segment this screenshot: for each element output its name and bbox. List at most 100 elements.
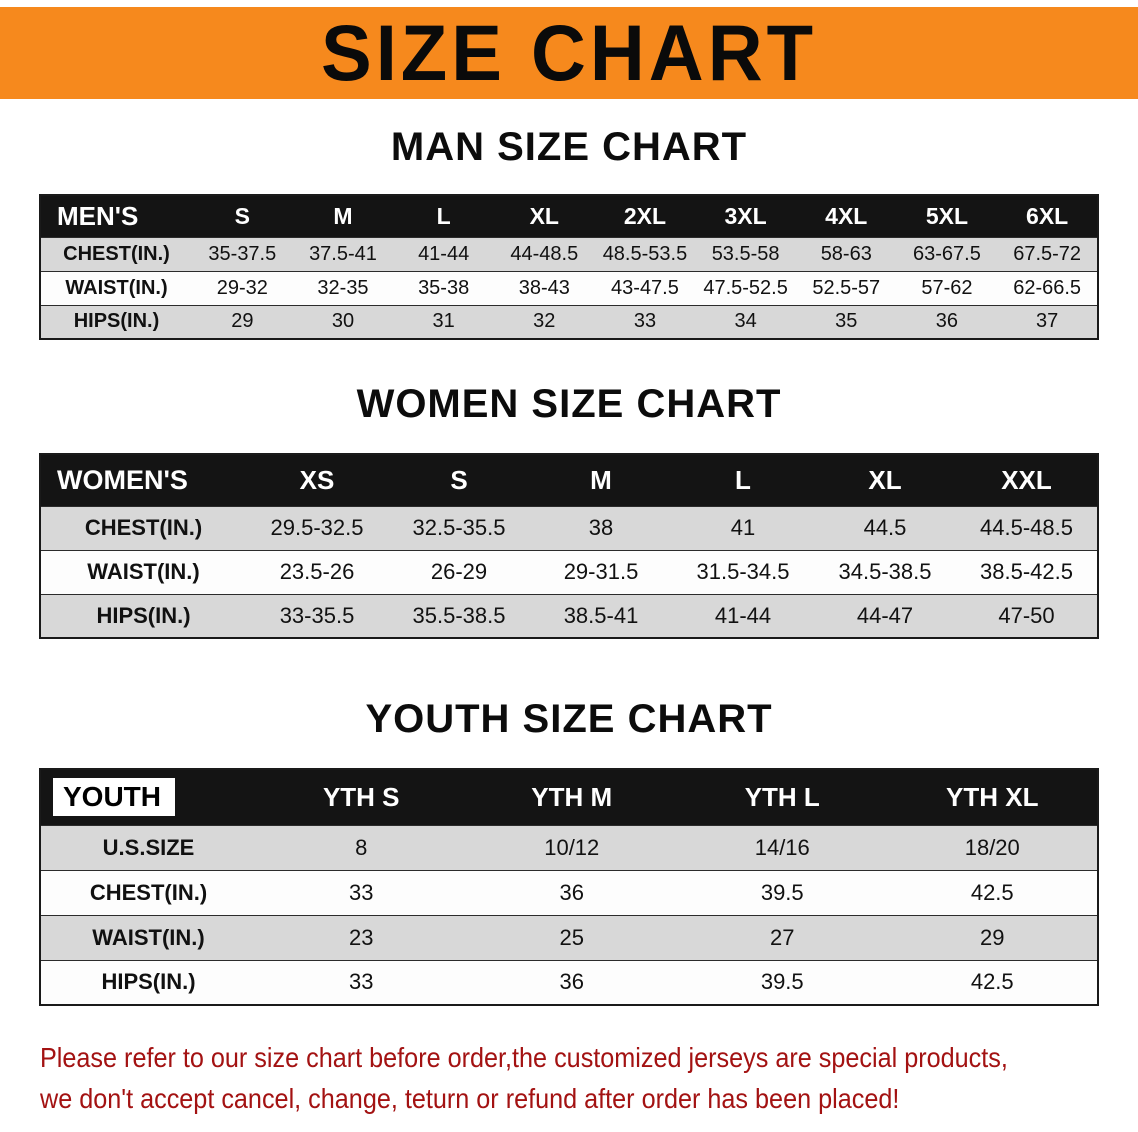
value-cell: 29-32 xyxy=(192,270,293,306)
value-cell: 39.5 xyxy=(677,869,888,916)
youth-section: YOUTH SIZE CHART YOUTH YTH S YTH M YTH L YTH… xyxy=(0,697,1138,1006)
size-header-cell: L xyxy=(672,453,814,507)
row-label-cell: WAIST(IN.) xyxy=(40,270,192,306)
table-row: WAIST(IN.) 29-32 32-35 35-38 38-43 43-47.5 47.… xyxy=(40,270,1098,306)
value-cell: 23.5-26 xyxy=(246,549,388,595)
table-row: CHEST(IN.) 29.5-32.5 32.5-35.5 38 41 44.5 44.5… xyxy=(40,505,1098,551)
size-header-cell: S xyxy=(388,453,530,507)
table-row: U.S.SIZE 8 10/12 14/16 18/20 xyxy=(40,824,1098,871)
size-header-cell: 2XL xyxy=(594,194,696,238)
value-cell: 33 xyxy=(594,304,696,340)
value-cell: 42.5 xyxy=(887,959,1098,1006)
size-header-cell: M xyxy=(530,453,672,507)
header-row: WOMEN'S XS S M L XL XXL xyxy=(40,453,1098,507)
table-row: HIPS(IN.) 33 36 39.5 42.5 xyxy=(40,959,1098,1006)
value-cell: 8 xyxy=(256,824,467,871)
value-cell: 18/20 xyxy=(887,824,1098,871)
row-label-cell: CHEST(IN.) xyxy=(40,236,192,272)
table-title: YOUTH xyxy=(53,778,175,817)
youth-section-heading: YOUTH SIZE CHART xyxy=(365,697,773,741)
table-title-cell: WOMEN'S xyxy=(40,453,246,507)
youth-size-table: YOUTH YTH S YTH M YTH L YTH XL U.S.SIZE 8 10/12… xyxy=(39,768,1099,1006)
women-section-heading: WOMEN SIZE CHART xyxy=(356,382,782,426)
value-cell: 36 xyxy=(466,959,677,1006)
value-cell: 42.5 xyxy=(887,869,1098,916)
value-cell: 35.5-38.5 xyxy=(388,593,530,639)
value-cell: 58-63 xyxy=(795,236,897,272)
value-cell: 44-48.5 xyxy=(493,236,595,272)
size-header-cell: 4XL xyxy=(795,194,897,238)
value-cell: 44-47 xyxy=(814,593,956,639)
size-header-cell: YTH XL xyxy=(887,768,1098,826)
value-cell: 63-67.5 xyxy=(896,236,998,272)
value-cell: 35-38 xyxy=(393,270,494,306)
value-cell: 52.5-57 xyxy=(795,270,897,306)
value-cell: 23 xyxy=(256,914,467,961)
table-row: WAIST(IN.) 23.5-26 26-29 29-31.5 31.5-34.5 34… xyxy=(40,549,1098,595)
value-cell: 57-62 xyxy=(896,270,998,306)
value-cell: 47-50 xyxy=(956,593,1098,639)
value-cell: 44.5 xyxy=(814,505,956,551)
value-cell: 25 xyxy=(466,914,677,961)
value-cell: 37.5-41 xyxy=(292,236,394,272)
value-cell: 41-44 xyxy=(672,593,814,639)
size-header-cell: YTH S xyxy=(256,768,467,826)
page-title: SIZE CHART xyxy=(321,8,817,98)
size-header-cell: 6XL xyxy=(997,194,1098,238)
value-cell: 43-47.5 xyxy=(594,270,696,306)
value-cell: 29 xyxy=(887,914,1098,961)
value-cell: 26-29 xyxy=(388,549,530,595)
value-cell: 35 xyxy=(795,304,897,340)
value-cell: 67.5-72 xyxy=(997,236,1098,272)
value-cell: 33 xyxy=(256,959,467,1006)
header-row: MEN'S S M L XL 2XL 3XL 4XL 5XL 6XL xyxy=(40,194,1098,238)
value-cell: 14/16 xyxy=(677,824,888,871)
men-size-table: MEN'S S M L XL 2XL 3XL 4XL 5XL 6XL CHEST(IN.) 35-37… xyxy=(39,194,1099,340)
size-header-cell: M xyxy=(292,194,394,238)
size-header-cell: XL xyxy=(493,194,595,238)
value-cell: 32-35 xyxy=(292,270,394,306)
table-title-cell: YOUTH xyxy=(40,768,256,826)
size-header-cell: XS xyxy=(246,453,388,507)
value-cell: 47.5-52.5 xyxy=(695,270,796,306)
value-cell: 53.5-58 xyxy=(695,236,796,272)
size-header-cell: L xyxy=(393,194,494,238)
value-cell: 48.5-53.5 xyxy=(594,236,696,272)
size-header-cell: S xyxy=(192,194,293,238)
value-cell: 27 xyxy=(677,914,888,961)
size-header-cell: 5XL xyxy=(896,194,998,238)
value-cell: 31.5-34.5 xyxy=(672,549,814,595)
row-label-cell: U.S.SIZE xyxy=(40,824,256,871)
men-section-heading: MAN SIZE CHART xyxy=(390,125,748,169)
value-cell: 41-44 xyxy=(393,236,494,272)
row-label-cell: WAIST(IN.) xyxy=(40,549,246,595)
value-cell: 38.5-41 xyxy=(530,593,672,639)
row-label-cell: HIPS(IN.) xyxy=(40,959,256,1006)
value-cell: 41 xyxy=(672,505,814,551)
banner: SIZE CHART xyxy=(0,7,1138,99)
table-row: CHEST(IN.) 35-37.5 37.5-41 41-44 44-48.5 48.5… xyxy=(40,236,1098,272)
table-row: CHEST(IN.) 33 36 39.5 42.5 xyxy=(40,869,1098,916)
value-cell: 37 xyxy=(997,304,1098,340)
value-cell: 36 xyxy=(896,304,998,340)
value-cell: 35-37.5 xyxy=(192,236,293,272)
value-cell: 32.5-35.5 xyxy=(388,505,530,551)
value-cell: 31 xyxy=(393,304,494,340)
header-row: YOUTH YTH S YTH M YTH L YTH XL xyxy=(40,768,1098,826)
table-title: WOMEN'S xyxy=(57,464,188,495)
note-line-1: Please refer to our size chart before or… xyxy=(40,1042,1008,1073)
value-cell: 38-43 xyxy=(493,270,595,306)
table-row: HIPS(IN.) 29 30 31 32 33 34 35 36 37 xyxy=(40,304,1098,340)
table-title: MEN'S xyxy=(57,200,139,231)
value-cell: 33 xyxy=(256,869,467,916)
value-cell: 34.5-38.5 xyxy=(814,549,956,595)
table-row: WAIST(IN.) 23 25 27 29 xyxy=(40,914,1098,961)
table-row: HIPS(IN.) 33-35.5 35.5-38.5 38.5-41 41-44 44-… xyxy=(40,593,1098,639)
value-cell: 36 xyxy=(466,869,677,916)
size-header-cell: YTH M xyxy=(466,768,677,826)
men-section: MAN SIZE CHART MEN'S S M L XL 2XL 3XL 4XL 5XL 6XL… xyxy=(0,125,1138,340)
women-size-table: WOMEN'S XS S M L XL XXL CHEST(IN.) 29.5-32.5 32.5… xyxy=(39,453,1099,639)
value-cell: 29.5-32.5 xyxy=(246,505,388,551)
row-label-cell: CHEST(IN.) xyxy=(40,505,246,551)
